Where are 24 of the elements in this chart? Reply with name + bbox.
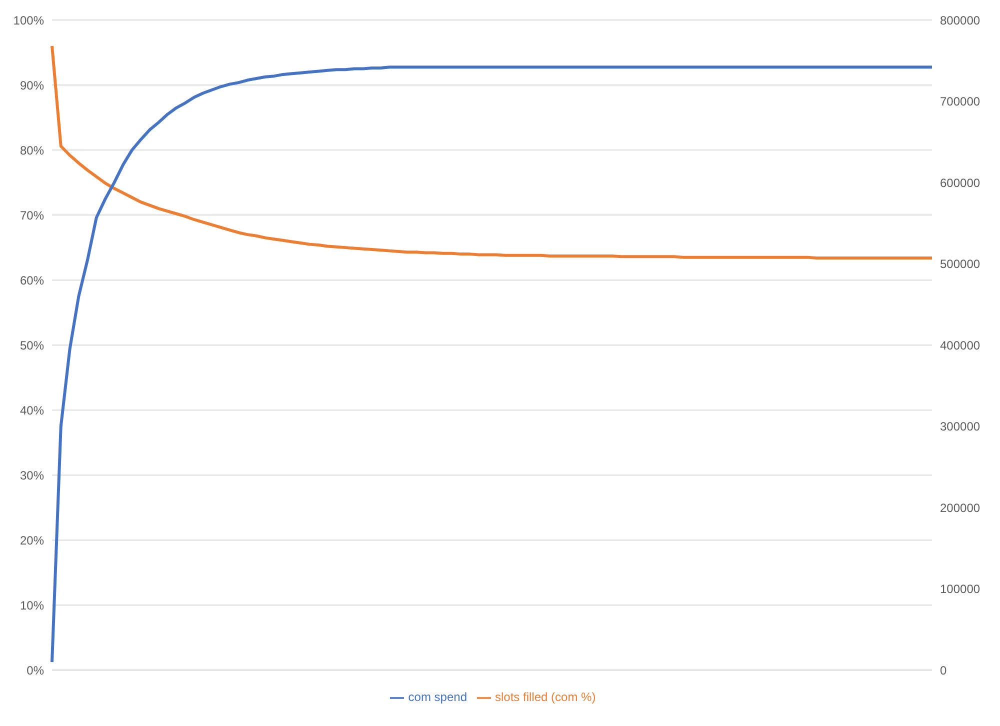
y2-tick-label: 600000	[940, 176, 980, 190]
y2-tick-label: 100000	[940, 582, 980, 596]
y2-tick-label: 800000	[940, 13, 980, 28]
y-tick-label: 0%	[26, 663, 44, 678]
line-series	[50, 66, 934, 664]
legend-label: com spend	[408, 690, 467, 704]
y-tick-label: 70%	[20, 208, 44, 222]
y-tick-label: 90%	[20, 78, 44, 92]
y2-tick-label: 700000	[940, 94, 980, 109]
y-tick-label: 30%	[20, 468, 44, 482]
y2-tick-label: 400000	[940, 338, 980, 352]
y-tick-label: 50%	[20, 338, 44, 352]
legend-label: slots filled (com %)	[495, 690, 596, 704]
y-tick-label: 10%	[20, 598, 44, 612]
y2-tick-label: 0	[940, 663, 947, 678]
y-tick-label: 20%	[20, 533, 44, 548]
y2-tick-label: 200000	[940, 500, 980, 515]
line-series	[50, 44, 934, 260]
y-tick-label: 100%	[13, 13, 44, 28]
y2-tick-label: 300000	[940, 420, 980, 434]
y2-tick-label: 500000	[940, 257, 980, 272]
y-tick-label: 40%	[20, 403, 44, 418]
y-tick-label: 60%	[20, 273, 44, 288]
y-tick-label: 80%	[20, 143, 44, 158]
